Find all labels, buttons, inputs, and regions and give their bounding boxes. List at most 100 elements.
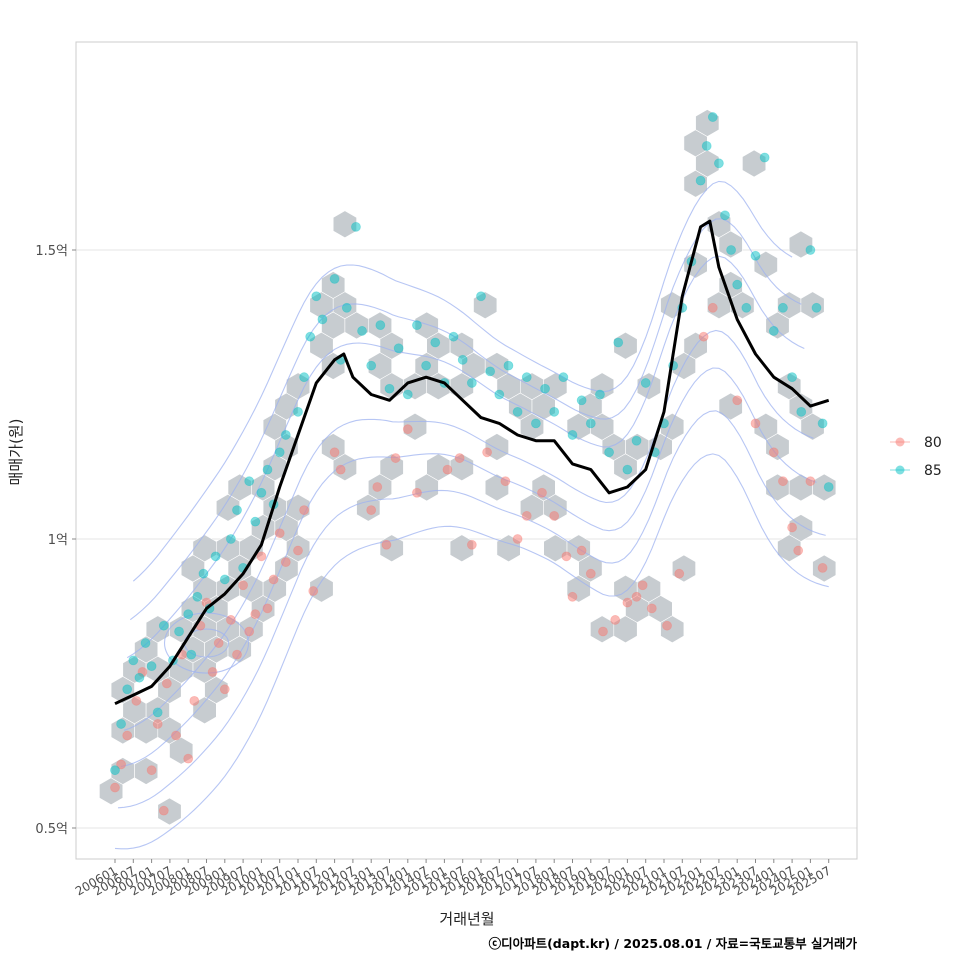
data-point-80 [131, 695, 142, 706]
data-point-80 [146, 765, 157, 776]
data-point-85 [701, 141, 712, 151]
data-point-85 [412, 320, 422, 331]
data-point-80 [372, 482, 383, 492]
hexbin-cell [730, 291, 755, 320]
data-point-85 [595, 389, 605, 400]
data-point-85 [116, 719, 126, 729]
data-point-85 [604, 447, 614, 458]
data-point-80 [778, 476, 788, 487]
data-point-80 [646, 603, 657, 614]
data-point-85 [357, 326, 367, 336]
data-point-80 [116, 759, 126, 770]
data-point-85 [448, 331, 459, 342]
data-point-85 [707, 112, 718, 122]
data-point-80 [219, 684, 230, 695]
data-point-85 [366, 360, 377, 371]
data-point-80 [442, 464, 453, 475]
hexbin-cell [403, 412, 427, 441]
density-contour [126, 255, 805, 659]
data-point-80 [213, 638, 224, 648]
data-point-85 [494, 389, 505, 400]
hexbin-cell [753, 250, 778, 279]
data-point-80 [250, 609, 261, 620]
data-point-80 [482, 447, 493, 458]
data-point-85 [299, 372, 310, 383]
data-point-80 [521, 510, 532, 521]
data-point-80 [402, 424, 413, 435]
data-point-80 [189, 695, 200, 706]
data-point-80 [598, 626, 608, 637]
data-point-85 [128, 655, 139, 666]
data-point-80 [225, 615, 236, 625]
data-point-85 [186, 649, 197, 660]
data-point-85 [158, 620, 169, 631]
data-point-85 [402, 389, 413, 400]
data-point-80 [293, 545, 303, 556]
data-point-85 [778, 302, 788, 313]
density-contour [129, 218, 802, 621]
data-point-80 [817, 563, 828, 573]
hexbin-cell [672, 352, 696, 380]
data-point-80 [662, 620, 672, 631]
legend-label: 80 [924, 435, 942, 451]
data-point-85 [613, 337, 624, 348]
legend-key-point [895, 465, 905, 475]
data-point-80 [631, 591, 642, 602]
data-point-80 [161, 678, 172, 689]
data-point-80 [171, 730, 181, 741]
data-point-85 [750, 250, 761, 261]
data-point-85 [768, 326, 779, 336]
scatter-points-layer [110, 112, 834, 816]
hexbin-cell [204, 676, 229, 704]
data-point-80 [561, 551, 572, 562]
density-contour [117, 410, 826, 809]
data-point-85 [759, 152, 770, 163]
data-point-85 [219, 574, 230, 585]
data-point-85 [225, 534, 236, 544]
data-point-85 [805, 245, 816, 255]
data-point-80 [244, 626, 255, 637]
data-point-80 [512, 534, 523, 544]
data-point-85 [714, 158, 724, 169]
density-contour [132, 180, 793, 582]
data-point-85 [695, 175, 706, 186]
data-point-85 [198, 568, 209, 579]
data-point-80 [366, 505, 377, 516]
data-point-85 [210, 551, 221, 562]
y-tick-label: 0.5억 [35, 822, 68, 837]
hexbin-cell [157, 797, 182, 826]
data-point-85 [817, 418, 828, 429]
data-point-85 [622, 464, 633, 475]
y-axis-ticks: 0.5억 1억 1.5억 [35, 244, 76, 837]
hexbin-cell [449, 534, 474, 563]
data-point-80 [750, 418, 761, 429]
data-point-85 [796, 406, 807, 417]
data-point-85 [262, 464, 273, 475]
plot-panel-border [75, 41, 858, 860]
data-point-85 [140, 638, 151, 648]
data-point-85 [122, 684, 133, 695]
data-point-80 [622, 597, 633, 608]
hexbin-cell [309, 574, 334, 603]
data-point-85 [232, 505, 242, 516]
data-point-80 [299, 505, 310, 516]
data-point-80 [183, 753, 194, 764]
data-point-85 [585, 418, 596, 429]
data-point-85 [640, 378, 651, 388]
data-point-85 [244, 476, 255, 487]
data-point-85 [457, 354, 468, 365]
data-point-85 [174, 626, 184, 637]
data-point-80 [158, 805, 169, 816]
hexbin-cell [578, 554, 603, 583]
data-point-80 [256, 551, 267, 562]
density-contour [163, 612, 250, 674]
y-tick-label: 1.5억 [35, 244, 68, 259]
data-point-80 [412, 487, 422, 498]
data-point-85 [152, 707, 163, 718]
data-point-80 [381, 539, 392, 550]
data-point-85 [134, 672, 145, 683]
data-point-80 [567, 591, 578, 602]
data-point-85 [393, 343, 404, 354]
data-point-85 [421, 360, 432, 371]
data-point-85 [183, 609, 194, 620]
